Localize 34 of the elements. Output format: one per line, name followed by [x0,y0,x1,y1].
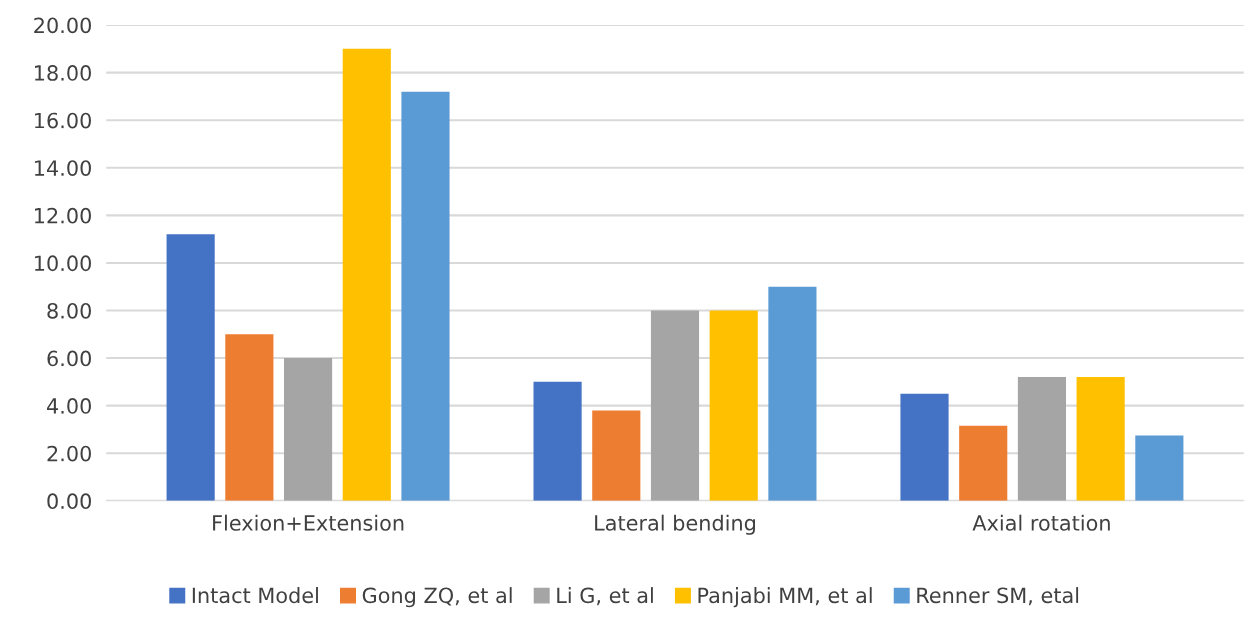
bar [1076,377,1125,501]
x-tick-label: Axial rotation [972,514,1110,531]
bar [709,310,758,501]
y-tick-label: 2.00 [47,445,91,462]
bar [768,286,817,501]
y-tick-label: 16.00 [35,112,91,129]
legend-label: Intact Model [192,587,318,604]
y-tick-label: 6.00 [47,350,91,367]
bar [342,48,391,501]
bar [401,91,450,501]
y-tick-label: 10.00 [35,255,91,272]
legend-label: Panjabi MM, et al [698,587,872,608]
y-tick-label: 4.00 [46,398,91,414]
y-tick-label: 12.00 [35,207,91,224]
x-tick-label: Lateral bending [595,514,755,535]
y-tick-label: 14.00 [35,160,91,176]
bar [959,425,1008,501]
legend-label: Li G, et al [557,587,653,606]
bar [283,358,333,501]
bar [225,334,274,501]
bar [166,234,215,501]
y-tick-label: 20.00 [34,17,91,34]
bar [592,410,641,501]
bar [650,310,700,501]
y-tick-label: 8.00 [47,302,91,319]
bar [1017,377,1067,501]
bar [533,381,582,501]
legend-label: Renner SM, etal [917,587,1079,606]
bar [900,393,949,501]
y-tick-label: 0.00 [47,493,91,510]
bar [1135,435,1184,501]
y-tick-label: 18.00 [35,65,91,81]
x-tick-label: Flexion+Extension [213,514,404,531]
legend-label: Gong ZQ, et al [362,587,512,608]
